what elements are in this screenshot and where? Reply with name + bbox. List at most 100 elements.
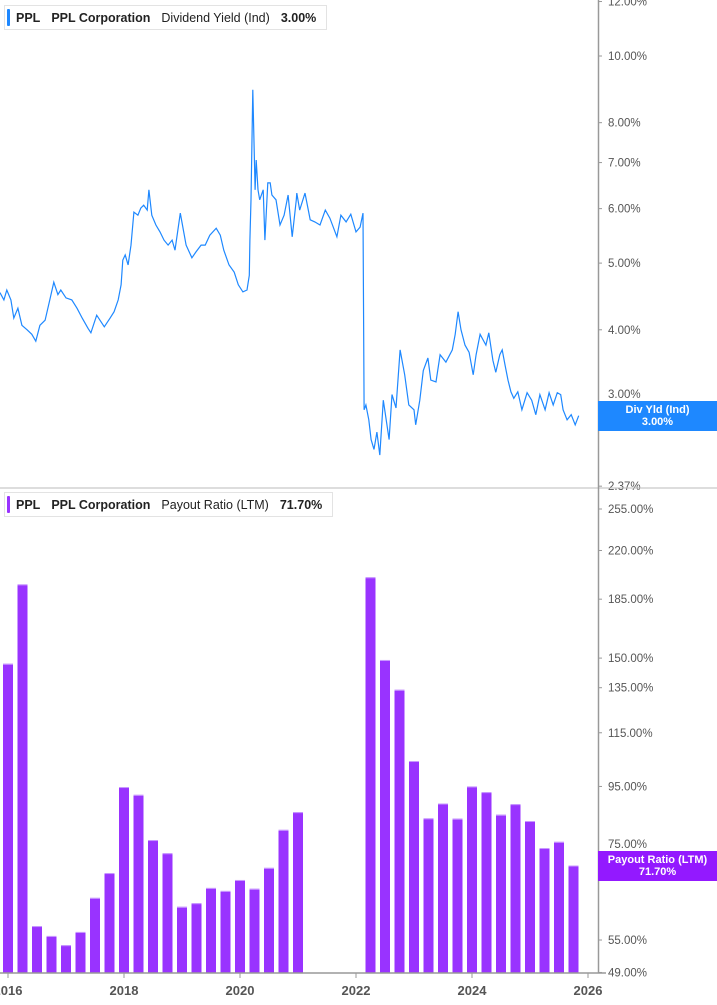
payout-bar-top xyxy=(467,786,477,788)
payout-bar[interactable] xyxy=(90,897,100,973)
y-tick-label: 115.00% xyxy=(608,728,653,740)
payout-bar-top xyxy=(119,787,129,789)
payout-bar[interactable] xyxy=(496,814,506,973)
payout-bar[interactable] xyxy=(148,840,158,973)
payout-bar[interactable] xyxy=(481,792,492,973)
legend-ticker: PPL xyxy=(16,10,41,25)
y-tick-label: 12.00% xyxy=(608,0,647,9)
payout-bar[interactable] xyxy=(525,821,535,973)
series-color-swatch xyxy=(7,9,10,26)
payout-bar-top xyxy=(423,818,434,820)
y-tick-label: 75.00% xyxy=(608,839,647,851)
y-tick-label: 55.00% xyxy=(608,935,647,947)
payout-bar[interactable] xyxy=(46,935,57,973)
y-tick-label: 150.00% xyxy=(608,653,653,665)
payout-bar[interactable] xyxy=(394,689,405,973)
payout-ratio-bars xyxy=(3,577,579,973)
payout-bar[interactable] xyxy=(554,841,564,973)
badge-label: Payout Ratio (LTM) xyxy=(607,854,708,866)
payout-bar[interactable] xyxy=(452,818,463,973)
legend-company: PPL Corporation xyxy=(51,497,151,512)
payout-bar[interactable] xyxy=(17,584,28,973)
payout-bar[interactable] xyxy=(539,848,550,973)
payout-bar-top xyxy=(75,931,86,933)
y-tick-label: 2.37% xyxy=(608,481,641,493)
payout-bar-top xyxy=(510,804,521,806)
payout-bar[interactable] xyxy=(75,931,86,973)
payout-bar[interactable] xyxy=(119,787,129,973)
payout-bar[interactable] xyxy=(380,659,390,973)
payout-bar-top xyxy=(61,945,71,947)
payout-bar-top xyxy=(380,659,390,661)
payout-bar-top xyxy=(554,841,564,843)
payout-bar[interactable] xyxy=(365,577,376,973)
x-tick-label: 2026 xyxy=(574,983,603,998)
payout-bar-top xyxy=(525,821,535,823)
payout-bar[interactable] xyxy=(423,818,434,973)
payout-bar[interactable] xyxy=(191,903,202,973)
payout-bar[interactable] xyxy=(61,945,71,973)
payout-bar[interactable] xyxy=(133,794,144,973)
badge-value: 71.70% xyxy=(638,866,677,878)
payout-bar-top xyxy=(438,803,448,805)
x-axis: 2016 2018 2020 2022 2024 2026 xyxy=(0,973,602,998)
payout-bar[interactable] xyxy=(3,663,13,973)
payout-bar[interactable] xyxy=(249,888,260,973)
payout-bar[interactable] xyxy=(32,926,42,973)
payout-bar-top xyxy=(394,689,405,691)
top-legend[interactable]: PPL PPL Corporation Dividend Yield (Ind)… xyxy=(4,5,328,30)
y-tick-label: 95.00% xyxy=(608,781,647,793)
y-tick-label: 135.00% xyxy=(608,683,653,695)
y-tick-label: 6.00% xyxy=(608,204,641,216)
payout-bar-top xyxy=(3,663,13,665)
payout-ratio-price-badge: Payout Ratio (LTM) 71.70% xyxy=(598,851,717,881)
payout-bar[interactable] xyxy=(177,906,187,973)
y-tick-label: 220.00% xyxy=(608,545,653,557)
payout-bar-top xyxy=(293,812,303,814)
payout-bar-top xyxy=(365,577,376,579)
dividend-yield-price-badge: Div Yld (Ind) 3.00% xyxy=(598,401,717,431)
y-tick-label: 255.00% xyxy=(608,504,653,516)
payout-bar-top xyxy=(539,848,550,850)
y-tick-label: 8.00% xyxy=(608,118,641,130)
legend-value: 3.00% xyxy=(280,10,317,25)
payout-bar[interactable] xyxy=(467,786,477,973)
payout-bar[interactable] xyxy=(206,887,216,973)
payout-bar-top xyxy=(191,903,202,905)
payout-bar[interactable] xyxy=(220,890,231,973)
payout-bar[interactable] xyxy=(235,879,245,973)
payout-bar-top xyxy=(177,906,187,908)
payout-bar-top xyxy=(133,794,144,796)
x-tick-label: 2018 xyxy=(110,983,139,998)
payout-bar-top xyxy=(568,865,579,867)
payout-bar-top xyxy=(162,853,173,855)
payout-bar-top xyxy=(46,935,57,937)
payout-bar[interactable] xyxy=(438,803,448,973)
legend-metric: Dividend Yield (Ind) xyxy=(161,10,270,25)
y-tick-label: 7.00% xyxy=(608,158,641,170)
x-tick-label: 2024 xyxy=(458,983,488,998)
legend-value: 71.70% xyxy=(279,497,323,512)
y-tick-label: 3.00% xyxy=(608,389,641,401)
y-tick-label: 10.00% xyxy=(608,51,647,63)
payout-bar[interactable] xyxy=(409,761,419,973)
payout-bar[interactable] xyxy=(264,867,274,973)
dividend-yield-line xyxy=(0,89,580,456)
payout-bar[interactable] xyxy=(278,829,289,973)
payout-bar[interactable] xyxy=(568,865,579,973)
payout-bar-top xyxy=(235,879,245,881)
payout-bar-top xyxy=(264,867,274,869)
legend-ticker: PPL xyxy=(16,497,41,512)
legend-metric: Payout Ratio (LTM) xyxy=(161,497,269,512)
payout-bar[interactable] xyxy=(293,812,303,973)
bottom-legend[interactable]: PPL PPL Corporation Payout Ratio (LTM) 7… xyxy=(4,492,334,517)
payout-bar-top xyxy=(496,814,506,816)
x-tick-label: 2022 xyxy=(342,983,371,998)
payout-bar-top xyxy=(249,888,260,890)
payout-bar[interactable] xyxy=(510,804,521,973)
payout-bar-top xyxy=(409,761,419,763)
payout-bar[interactable] xyxy=(162,853,173,973)
y-tick-label: 185.00% xyxy=(608,594,653,606)
payout-bar[interactable] xyxy=(104,873,115,973)
